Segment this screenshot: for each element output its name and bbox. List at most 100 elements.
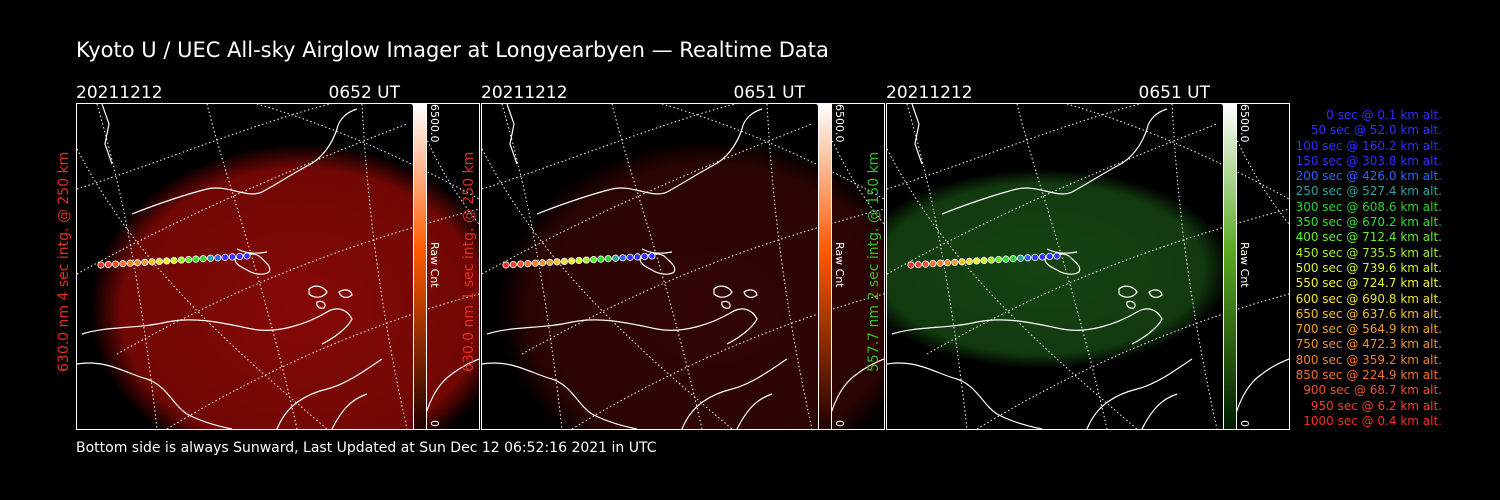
trajectory-point [590, 256, 598, 264]
trajectory-point [228, 253, 236, 261]
trajectory-point [236, 252, 244, 261]
panel-2-colorbar-unit: Raw Cnt [833, 242, 846, 288]
trajectory-point [141, 258, 149, 266]
legend-row: 150 sec @ 303.8 km alt. [1295, 153, 1442, 168]
trajectory-point [97, 261, 105, 269]
trajectory-point [980, 256, 988, 265]
trajectory-point [111, 260, 120, 268]
trajectory-point [907, 261, 915, 269]
trajectory-point [936, 259, 944, 267]
trajectory-point [626, 253, 634, 261]
trajectory-point [177, 256, 185, 264]
trajectory-point [553, 258, 561, 266]
trajectory-point [214, 254, 222, 262]
legend-row: 800 sec @ 359.2 km alt. [1295, 352, 1442, 367]
trajectory-point [597, 255, 605, 263]
trajectory-point [1009, 255, 1017, 263]
trajectory-point [604, 255, 612, 263]
trajectory-point [929, 260, 937, 268]
legend-row: 450 sec @ 735.5 km alt. [1295, 245, 1442, 260]
trajectory-point [914, 260, 922, 269]
panel-3-colorbar [1223, 103, 1237, 430]
allsky-map [77, 104, 479, 429]
legend-row: 650 sec @ 637.6 km alt. [1295, 306, 1442, 321]
trajectory-point [560, 257, 569, 265]
legend-row: 700 sec @ 564.9 km alt. [1295, 322, 1442, 337]
rocket-trajectory [907, 252, 1061, 269]
panel-1-colorbar-min: 0 [428, 420, 441, 427]
footer-note: Bottom side is always Sunward, Last Upda… [76, 440, 657, 456]
trajectory-point [148, 258, 156, 266]
trajectory-point [1016, 254, 1025, 262]
panel-1-colorbar-max: 6500.0 [428, 104, 441, 143]
trajectory-point [943, 259, 952, 267]
panel-2-allsky-image [481, 103, 885, 430]
trajectory-point [951, 258, 959, 266]
trajectory-point [119, 260, 127, 268]
trajectory-point [1046, 252, 1054, 261]
lat-lon-grid [77, 104, 479, 429]
panel-1-allsky-image [76, 103, 480, 430]
legend-row: 850 sec @ 224.9 km alt. [1295, 368, 1442, 383]
panel-2-wavelength-label: 630.0 nm 1 sec intg. @ 250 km [461, 151, 477, 372]
trajectory-point [1038, 253, 1046, 261]
trajectory-point [206, 254, 215, 262]
trajectory-point [133, 259, 142, 267]
legend-row: 0 sec @ 0.1 km alt. [1326, 108, 1442, 122]
panel-3-colorbar-min: 0 [1238, 420, 1251, 427]
allsky-map [887, 104, 1289, 429]
rocket-trajectory [97, 252, 251, 269]
panel-2-colorbar-min: 0 [833, 420, 846, 427]
trajectory-point [221, 253, 229, 261]
trajectory-point [995, 256, 1003, 264]
legend-row: 600 sec @ 690.8 km alt. [1295, 291, 1442, 306]
trajectory-point [531, 259, 539, 267]
airglow-field [90, 144, 479, 429]
panel-2-date: 20211212 [481, 83, 568, 103]
legend-row: 50 sec @ 52.0 km alt. [1310, 123, 1442, 138]
legend-row: 500 sec @ 739.6 km alt. [1295, 260, 1442, 275]
legend-row: 950 sec @ 6.2 km alt. [1310, 398, 1442, 413]
legend-row: 550 sec @ 724.7 km alt. [1295, 276, 1442, 291]
panel-1-wavelength-label: 630.0 nm 4 sec intg. @ 250 km [56, 151, 72, 372]
trajectory-point [163, 257, 171, 265]
trajectory-point [199, 255, 207, 263]
legend-row: 400 sec @ 712.4 km alt. [1295, 230, 1442, 245]
trajectory-point [516, 260, 525, 268]
trajectory-point [973, 257, 981, 265]
lat-lon-grid [887, 104, 1289, 429]
panel-1-colorbar [413, 103, 427, 430]
trajectory-point [582, 256, 590, 264]
panel-1-time: 0652 UT [328, 83, 401, 103]
legend-row: 1000 sec @ 0.4 km alt. [1303, 413, 1442, 428]
trajectory-point [987, 256, 995, 264]
panel-3-time: 0651 UT [1138, 83, 1211, 103]
panel-3-colorbar-max: 6500.0 [1238, 104, 1251, 143]
airglow-field [497, 139, 884, 429]
legend-row: 100 sec @ 160.2 km alt. [1295, 138, 1442, 153]
panel-2-colorbar-max: 6500.0 [833, 104, 846, 143]
panel-1-date: 20211212 [76, 83, 163, 103]
panel-2-time: 0651 UT [733, 83, 806, 103]
trajectory-point [575, 256, 583, 265]
legend-row: 350 sec @ 670.2 km alt. [1295, 215, 1442, 230]
page-title: Kyoto U / UEC All-sky Airglow Imager at … [76, 38, 829, 62]
trajectory-point [502, 261, 510, 269]
panel-1-colorbar-unit: Raw Cnt [428, 242, 441, 288]
legend-row: 200 sec @ 426.0 km alt. [1295, 169, 1442, 184]
trajectory-point [633, 253, 641, 261]
trajectory-point [965, 257, 974, 265]
trajectory-point [619, 254, 627, 262]
trajectory-point [509, 260, 517, 269]
trajectory-point [1002, 255, 1010, 263]
trajectory-point [641, 252, 649, 261]
panel-3-date: 20211212 [886, 83, 973, 103]
rocket-trajectory [502, 252, 656, 269]
panel-3-colorbar-unit: Raw Cnt [1238, 242, 1251, 288]
trajectory-point [126, 259, 134, 267]
coastlines [887, 104, 1289, 429]
trajectory-point [243, 252, 251, 260]
panel-3-allsky-image [886, 103, 1290, 430]
trajectory-point [648, 252, 656, 260]
trajectory-point [611, 254, 620, 262]
